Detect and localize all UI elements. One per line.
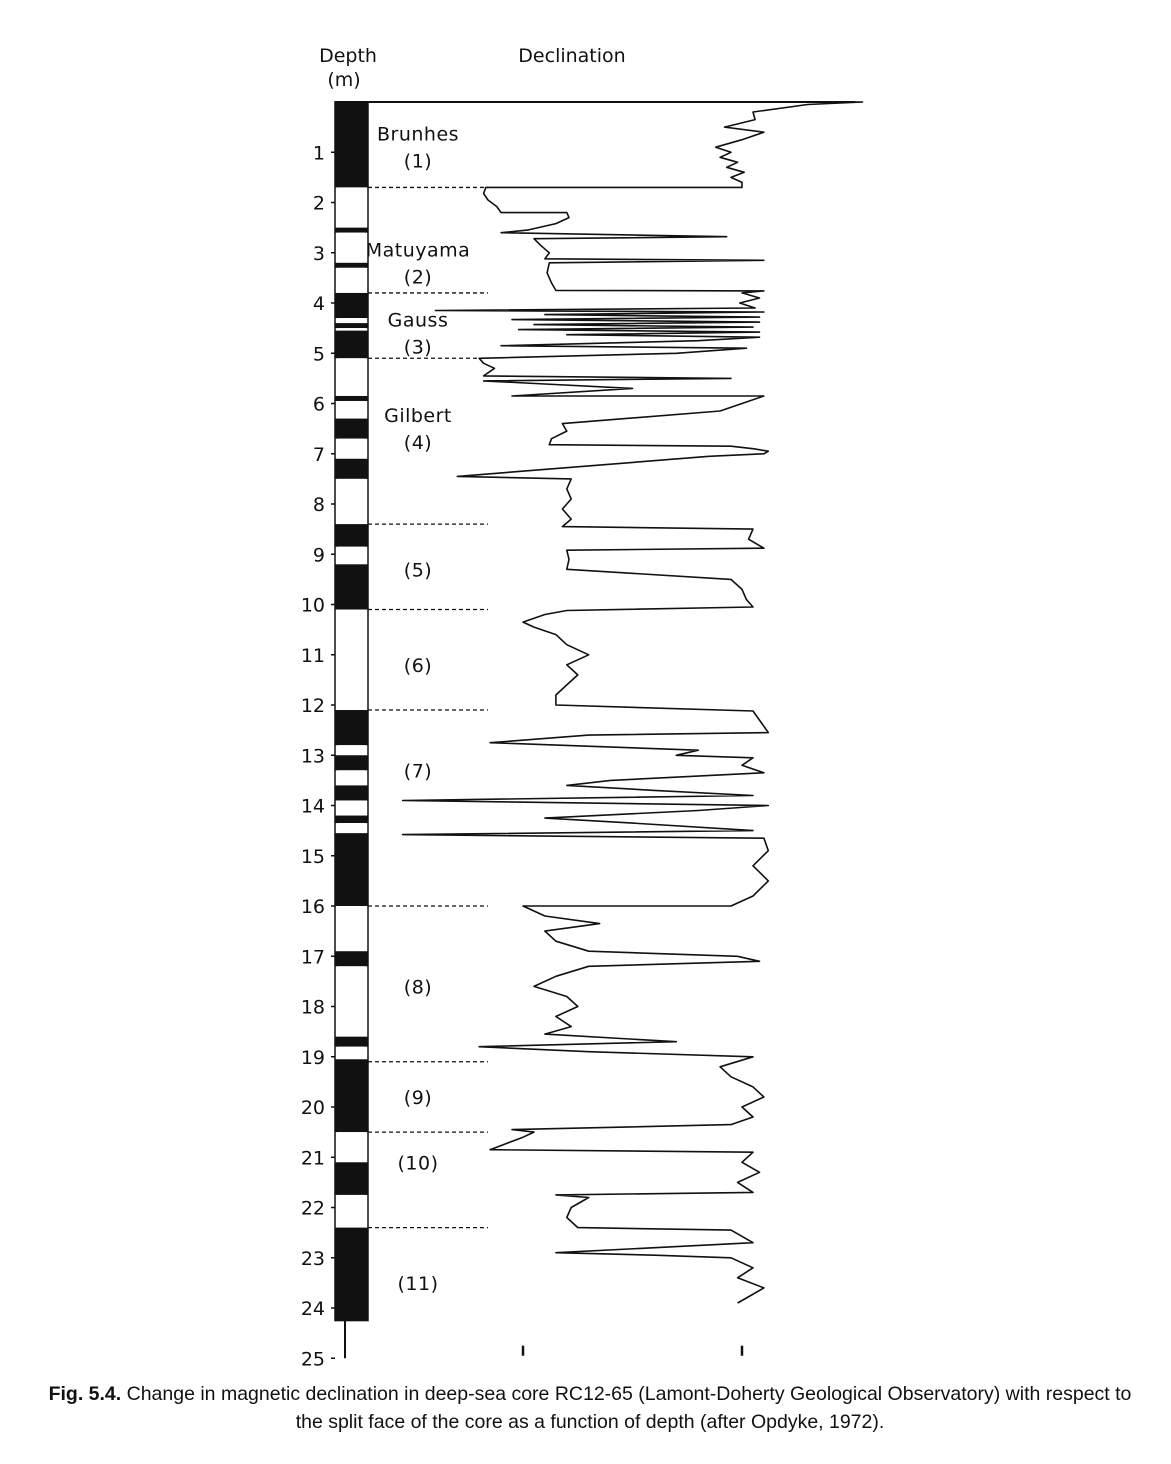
normal-interval-30 bbox=[335, 833, 368, 906]
zone-label-4-0: (5) bbox=[404, 559, 432, 581]
depth-tick-label-10: 10 bbox=[301, 595, 325, 617]
depth-tick-label-6: 6 bbox=[313, 394, 325, 416]
depth-tick-label-20: 20 bbox=[301, 1097, 325, 1119]
reversed-interval-21 bbox=[338, 609, 365, 711]
zone-label-2-1: (3) bbox=[404, 337, 432, 359]
normal-interval-38 bbox=[335, 1162, 368, 1195]
depth-tick-label-23: 23 bbox=[301, 1248, 325, 1270]
normal-interval-2 bbox=[335, 227, 368, 233]
depth-tick-label-2: 2 bbox=[313, 193, 325, 215]
normal-interval-16 bbox=[335, 458, 368, 479]
normal-interval-28 bbox=[335, 815, 368, 824]
zone-label-2-0: Gauss bbox=[388, 310, 449, 332]
normal-interval-8 bbox=[335, 323, 368, 329]
depth-tick-label-4: 4 bbox=[313, 293, 325, 315]
depth-header: Depth bbox=[319, 45, 377, 67]
reversed-interval-15 bbox=[338, 438, 365, 459]
reversed-interval-39 bbox=[338, 1194, 365, 1228]
zone-label-10-0: (11) bbox=[397, 1273, 438, 1295]
depth-unit-header: (m) bbox=[327, 69, 360, 91]
caption-label: Fig. 5.4. bbox=[48, 1383, 122, 1405]
declination-trace bbox=[401, 101, 864, 1304]
polarity-column bbox=[334, 101, 369, 1322]
reversed-interval-23 bbox=[338, 745, 365, 756]
depth-tick-label-18: 18 bbox=[301, 997, 325, 1019]
reversed-interval-31 bbox=[338, 906, 365, 952]
reversed-interval-37 bbox=[338, 1132, 365, 1163]
depth-tick-label-16: 16 bbox=[301, 896, 325, 918]
normal-interval-22 bbox=[335, 710, 368, 746]
depth-tick-label-17: 17 bbox=[301, 946, 325, 968]
normal-interval-32 bbox=[335, 951, 368, 967]
normal-interval-18 bbox=[335, 524, 368, 547]
reversed-interval-11 bbox=[338, 358, 365, 396]
zone-label-1-1: (2) bbox=[404, 266, 432, 288]
normal-interval-36 bbox=[335, 1059, 368, 1133]
zone-label-7-0: (8) bbox=[404, 976, 432, 998]
reversed-interval-29 bbox=[338, 823, 365, 834]
normal-interval-20 bbox=[335, 564, 368, 610]
reversed-interval-19 bbox=[338, 546, 365, 565]
normal-interval-4 bbox=[335, 262, 368, 268]
reversed-interval-13 bbox=[338, 400, 365, 419]
declination-depth-figure: Depth (m) Declination 123456789101112131… bbox=[301, 45, 864, 1370]
depth-tick-label-5: 5 bbox=[313, 343, 325, 365]
reversed-interval-17 bbox=[338, 478, 365, 525]
reversed-interval-35 bbox=[338, 1046, 365, 1060]
depth-tick-label-25: 25 bbox=[301, 1348, 325, 1370]
reversed-interval-7 bbox=[338, 318, 365, 324]
reversed-interval-3 bbox=[338, 232, 365, 263]
depth-tick-label-8: 8 bbox=[313, 494, 325, 516]
zone-boundaries bbox=[368, 186, 488, 1229]
zone-label-5-0: (6) bbox=[404, 655, 432, 677]
normal-interval-12 bbox=[335, 395, 368, 401]
zone-label-3-0: Gilbert bbox=[384, 405, 452, 427]
depth-tick-label-24: 24 bbox=[301, 1298, 325, 1320]
zone-label-8-0: (9) bbox=[404, 1087, 432, 1109]
normal-interval-6 bbox=[335, 292, 368, 319]
reversed-interval-27 bbox=[338, 800, 365, 816]
normal-interval-24 bbox=[335, 755, 368, 771]
reversed-interval-5 bbox=[338, 267, 365, 293]
normal-interval-10 bbox=[335, 330, 368, 359]
declination-line bbox=[401, 101, 864, 1304]
reversed-interval-25 bbox=[338, 770, 365, 786]
zone-label-6-0: (7) bbox=[404, 760, 432, 782]
reversed-interval-33 bbox=[338, 966, 365, 1037]
depth-tick-label-7: 7 bbox=[313, 444, 325, 466]
depth-tick-label-14: 14 bbox=[301, 796, 325, 818]
depth-tick-label-3: 3 bbox=[313, 243, 325, 265]
zone-label-3-1: (4) bbox=[404, 432, 432, 454]
figure-caption: Fig. 5.4. Change in magnetic declination… bbox=[40, 1380, 1140, 1436]
normal-interval-34 bbox=[335, 1036, 368, 1047]
normal-interval-40 bbox=[335, 1227, 368, 1321]
depth-tick-label-19: 19 bbox=[301, 1047, 325, 1069]
normal-interval-0 bbox=[335, 102, 368, 188]
depth-tick-label-9: 9 bbox=[313, 544, 325, 566]
depth-tick-label-1: 1 bbox=[313, 142, 325, 164]
depth-tick-label-21: 21 bbox=[301, 1147, 325, 1169]
zone-labels: Brunhes (1) Matuyama (2) Gauss (3) Gilbert (4) (… bbox=[366, 124, 471, 1295]
reversed-interval-1 bbox=[338, 187, 365, 228]
depth-tick-label-22: 22 bbox=[301, 1198, 325, 1220]
declination-ticks bbox=[521, 1345, 744, 1356]
depth-tick-label-12: 12 bbox=[301, 695, 325, 717]
normal-interval-26 bbox=[335, 785, 368, 801]
zone-label-9-0: (10) bbox=[397, 1152, 438, 1174]
normal-interval-14 bbox=[335, 418, 368, 439]
depth-tick-label-15: 15 bbox=[301, 846, 325, 868]
depth-tick-label-13: 13 bbox=[301, 745, 325, 767]
zone-label-0-1: (1) bbox=[404, 151, 432, 173]
zone-label-0-0: Brunhes bbox=[377, 124, 459, 146]
declination-header: Declination bbox=[518, 45, 625, 67]
depth-tick-label-11: 11 bbox=[301, 645, 325, 667]
caption-text: Change in magnetic declination in deep-s… bbox=[126, 1383, 1132, 1433]
reversed-interval-9 bbox=[338, 328, 365, 331]
zone-label-1-0: Matuyama bbox=[366, 239, 471, 261]
